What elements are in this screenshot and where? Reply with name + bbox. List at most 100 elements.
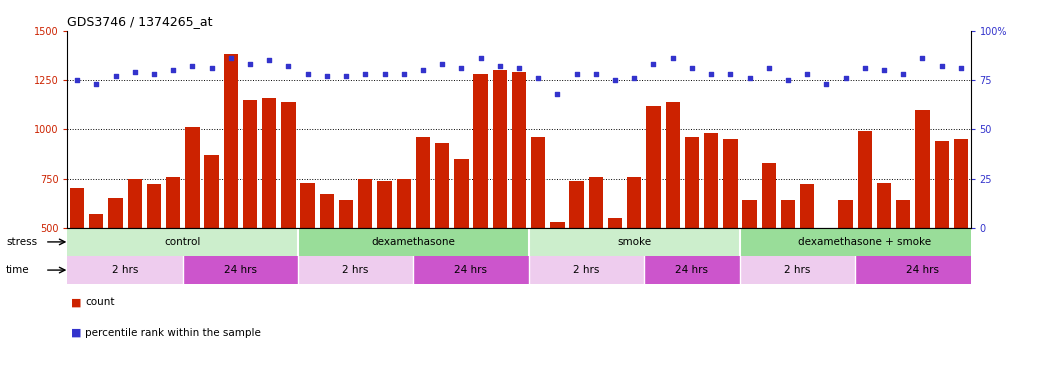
Bar xyxy=(740,228,990,256)
Bar xyxy=(762,163,776,326)
Point xyxy=(165,67,182,73)
Point xyxy=(434,61,450,67)
Bar xyxy=(531,137,545,326)
Point xyxy=(953,65,969,71)
Point xyxy=(127,69,143,75)
Text: 2 hrs: 2 hrs xyxy=(112,265,138,275)
Text: dexamethasone: dexamethasone xyxy=(372,237,456,247)
Point xyxy=(780,77,796,83)
Point xyxy=(511,65,527,71)
Point xyxy=(741,75,758,81)
Bar xyxy=(800,184,815,326)
Bar xyxy=(740,256,855,284)
Bar xyxy=(358,179,373,326)
Bar xyxy=(108,198,122,326)
Point xyxy=(588,71,604,77)
Bar xyxy=(320,194,334,326)
Bar xyxy=(70,189,84,326)
Point xyxy=(319,73,335,79)
Point xyxy=(203,65,220,71)
Point xyxy=(549,91,566,97)
Point xyxy=(337,73,354,79)
Point xyxy=(703,71,719,77)
Point xyxy=(569,71,585,77)
Text: 2 hrs: 2 hrs xyxy=(785,265,811,275)
Bar xyxy=(916,109,930,326)
Bar xyxy=(857,131,872,326)
Point xyxy=(722,71,739,77)
Bar xyxy=(243,100,257,326)
Text: 24 hrs: 24 hrs xyxy=(906,265,939,275)
Bar xyxy=(146,184,161,326)
Bar xyxy=(397,179,411,326)
Bar xyxy=(528,256,644,284)
Text: 24 hrs: 24 hrs xyxy=(224,265,256,275)
Bar xyxy=(377,180,391,326)
Bar xyxy=(742,200,757,326)
Text: smoke: smoke xyxy=(618,237,652,247)
Point xyxy=(895,71,911,77)
Point xyxy=(838,75,854,81)
Point xyxy=(107,73,124,79)
Point xyxy=(856,65,873,71)
Text: dexamethasone + smoke: dexamethasone + smoke xyxy=(798,237,931,247)
Point xyxy=(145,71,162,77)
Point xyxy=(299,71,316,77)
Bar xyxy=(819,228,834,326)
Bar xyxy=(166,177,181,326)
Text: ■: ■ xyxy=(71,328,81,338)
Text: 24 hrs: 24 hrs xyxy=(676,265,708,275)
Bar xyxy=(608,218,622,326)
Bar xyxy=(455,159,468,326)
Text: 2 hrs: 2 hrs xyxy=(343,265,368,275)
Point xyxy=(88,81,105,87)
Point xyxy=(818,81,835,87)
Point xyxy=(664,55,681,61)
Text: GDS3746 / 1374265_at: GDS3746 / 1374265_at xyxy=(67,15,213,28)
Bar xyxy=(493,70,507,326)
Bar xyxy=(839,200,853,326)
Text: time: time xyxy=(6,265,30,275)
Bar xyxy=(685,137,700,326)
Text: 24 hrs: 24 hrs xyxy=(455,265,488,275)
Text: count: count xyxy=(85,297,114,307)
Bar xyxy=(723,139,738,326)
Point xyxy=(472,55,489,61)
Bar xyxy=(954,139,968,326)
Point xyxy=(184,63,200,69)
Bar xyxy=(67,228,298,256)
Bar xyxy=(300,182,315,326)
Point xyxy=(626,75,643,81)
Point xyxy=(530,75,547,81)
Point xyxy=(491,63,508,69)
Point xyxy=(914,55,931,61)
Bar xyxy=(877,182,892,326)
Bar xyxy=(298,228,528,256)
Point xyxy=(799,71,816,77)
Bar xyxy=(281,102,296,326)
Bar xyxy=(647,106,661,326)
Bar xyxy=(934,141,949,326)
Point xyxy=(357,71,374,77)
Point xyxy=(69,77,85,83)
Point xyxy=(395,71,412,77)
Bar xyxy=(338,200,353,326)
Point xyxy=(684,65,701,71)
Point xyxy=(280,63,297,69)
Bar xyxy=(435,143,449,326)
Text: stress: stress xyxy=(6,237,37,247)
Bar xyxy=(704,133,718,326)
Bar xyxy=(550,222,565,326)
Point xyxy=(933,63,950,69)
Bar xyxy=(262,98,276,326)
Point xyxy=(646,61,662,67)
Text: 2 hrs: 2 hrs xyxy=(573,265,599,275)
Point xyxy=(453,65,469,71)
Text: control: control xyxy=(165,237,201,247)
Point xyxy=(876,67,893,73)
Text: ■: ■ xyxy=(71,297,81,307)
Point xyxy=(222,55,239,61)
Bar xyxy=(473,74,488,326)
Bar xyxy=(67,256,183,284)
Bar xyxy=(416,137,430,326)
